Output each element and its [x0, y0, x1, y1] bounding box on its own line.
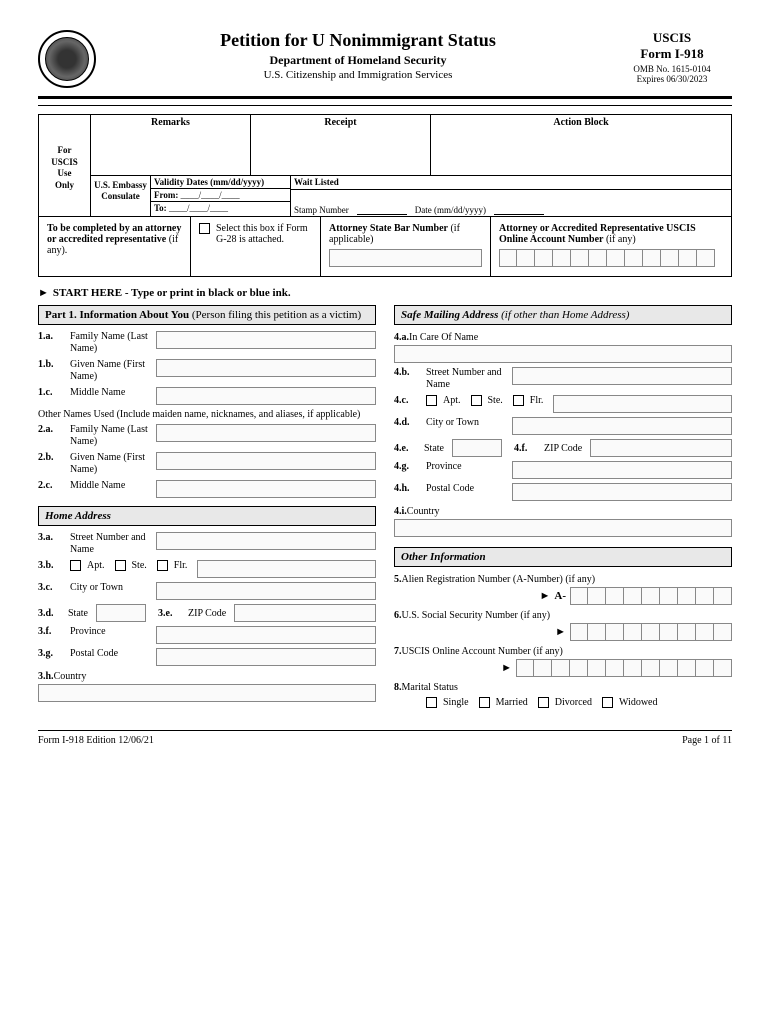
bar-input[interactable] — [329, 249, 482, 267]
home-ste-checkbox[interactable] — [115, 560, 126, 571]
safe-street-input[interactable] — [512, 367, 732, 385]
arrow-icon: ► — [501, 662, 512, 674]
action-block-cell: Action Block — [431, 115, 731, 175]
attorney-bar: Attorney State Bar Number (if applicable… — [321, 217, 491, 276]
form-number: Form I-918 — [612, 46, 732, 62]
safe-city-input[interactable] — [512, 417, 732, 435]
page-footer: Form I-918 Edition 12/06/21 Page 1 of 11 — [38, 730, 732, 746]
form-header: Petition for U Nonimmigrant Status Depar… — [38, 30, 732, 88]
uscis-label: USCIS — [612, 30, 732, 46]
divider-thick — [38, 96, 732, 99]
alias-family-input[interactable] — [156, 424, 376, 442]
safe-state-input[interactable] — [452, 439, 502, 457]
footer-page: Page 1 of 11 — [682, 735, 732, 746]
arrow-icon: ► — [38, 287, 49, 299]
g28-label: Select this box if Form G-28 is attached… — [216, 223, 312, 270]
validity-to: To: ____/____/____ — [151, 202, 290, 214]
expires: Expires 06/30/2023 — [612, 74, 732, 84]
safe-province-input[interactable] — [512, 461, 732, 479]
safe-zip-input[interactable] — [590, 439, 732, 457]
date-line — [494, 214, 544, 215]
attorney-account: Attorney or Accredited Representative US… — [491, 217, 731, 276]
home-province-input[interactable] — [156, 626, 376, 644]
middle-name-input[interactable] — [156, 387, 376, 405]
form-title: Petition for U Nonimmigrant Status — [104, 30, 612, 51]
attorney-g28: Select this box if Form G-28 is attached… — [191, 217, 321, 276]
arrow-icon: ► — [540, 590, 551, 602]
department: Department of Homeland Security — [104, 53, 612, 68]
home-city-input[interactable] — [156, 582, 376, 600]
given-name-input[interactable] — [156, 359, 376, 377]
home-apt-checkbox[interactable] — [70, 560, 81, 571]
safe-unit-input[interactable] — [553, 395, 732, 413]
validity-header: Validity Dates (mm/dd/yyyy) — [151, 176, 290, 189]
waitlisted-label: Wait Listed — [291, 176, 731, 190]
right-column: Safe Mailing Address (if other than Home… — [394, 305, 732, 712]
uscis-account-digits[interactable] — [516, 659, 732, 677]
home-postal-input[interactable] — [156, 648, 376, 666]
uscis-use-only-box: ForUSCISUseOnly Remarks Receipt Action B… — [38, 114, 732, 217]
date-label: Date (mm/dd/yyyy) — [415, 205, 486, 215]
start-here: ►START HERE - Type or print in black or … — [38, 287, 732, 299]
other-info-header: Other Information — [394, 547, 732, 567]
part1-header: Part 1. Information About You (Person fi… — [38, 305, 376, 325]
stamp-line — [357, 214, 407, 215]
family-name-input[interactable] — [156, 331, 376, 349]
home-country-input[interactable] — [38, 684, 376, 702]
safe-careof-input[interactable] — [394, 345, 732, 363]
form-id-block: USCIS Form I-918 OMB No. 1615-0104 Expir… — [612, 30, 732, 84]
agency: U.S. Citizenship and Immigration Service… — [104, 69, 612, 81]
footer-edition: Form I-918 Edition 12/06/21 — [38, 735, 154, 746]
arrow-icon: ► — [555, 626, 566, 638]
a-prefix: A- — [554, 590, 566, 602]
a-number-digits[interactable] — [570, 587, 732, 605]
remarks-cell: Remarks — [91, 115, 251, 175]
other-names-label: Other Names Used (Include maiden name, n… — [38, 409, 376, 420]
receipt-cell: Receipt — [251, 115, 431, 175]
validity-from: From: ____/____/____ — [151, 189, 290, 202]
alias-middle-input[interactable] — [156, 480, 376, 498]
omb-number: OMB No. 1615-0104 — [612, 64, 732, 74]
safe-apt-checkbox[interactable] — [426, 395, 437, 406]
home-flr-checkbox[interactable] — [157, 560, 168, 571]
safe-postal-input[interactable] — [512, 483, 732, 501]
marital-married-checkbox[interactable] — [479, 697, 490, 708]
safe-ste-checkbox[interactable] — [471, 395, 482, 406]
alias-given-input[interactable] — [156, 452, 376, 470]
stamp-label: Stamp Number — [294, 205, 349, 215]
safe-flr-checkbox[interactable] — [513, 395, 524, 406]
safe-country-input[interactable] — [394, 519, 732, 537]
title-block: Petition for U Nonimmigrant Status Depar… — [104, 30, 612, 81]
home-zip-input[interactable] — [234, 604, 376, 622]
home-address-header: Home Address — [38, 506, 376, 526]
marital-divorced-checkbox[interactable] — [538, 697, 549, 708]
home-unit-input[interactable] — [197, 560, 376, 578]
embassy-label: U.S. Embassy Consulate — [91, 176, 151, 216]
home-state-input[interactable] — [96, 604, 146, 622]
home-street-input[interactable] — [156, 532, 376, 550]
safe-mailing-header: Safe Mailing Address (if other than Home… — [394, 305, 732, 325]
left-column: Part 1. Information About You (Person fi… — [38, 305, 376, 712]
attorney-box: To be completed by an attorney or accred… — [38, 217, 732, 277]
account-digits[interactable] — [499, 249, 723, 267]
g28-checkbox[interactable] — [199, 223, 210, 234]
validity-block: Validity Dates (mm/dd/yyyy) From: ____/_… — [151, 176, 291, 216]
dhs-seal-icon — [38, 30, 96, 88]
ssn-digits[interactable] — [570, 623, 732, 641]
marital-widowed-checkbox[interactable] — [602, 697, 613, 708]
uscis-use-label: ForUSCISUseOnly — [39, 115, 91, 216]
divider-thin — [38, 105, 732, 106]
waitlisted-block: Wait Listed Stamp Number Date (mm/dd/yyy… — [291, 176, 731, 216]
marital-single-checkbox[interactable] — [426, 697, 437, 708]
attorney-completed: To be completed by an attorney or accred… — [39, 217, 191, 276]
